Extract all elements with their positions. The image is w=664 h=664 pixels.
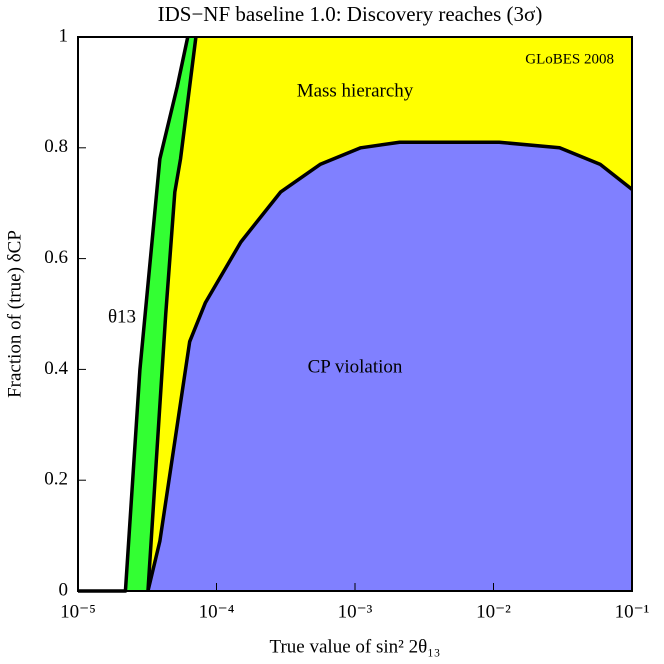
chart-title: IDS−NF baseline 1.0: Discovery reaches (…	[158, 2, 543, 26]
area-boundary	[146, 140, 634, 592]
y-tick-label: 0.2	[44, 469, 68, 490]
y-tick-label: 0.8	[44, 136, 68, 157]
series-label: CP violation	[308, 356, 403, 377]
area-boundary	[146, 36, 198, 592]
x-tick-label: 10⁻³	[338, 601, 373, 622]
series-label: Mass hierarchy	[297, 80, 414, 101]
y-axis-label: Fraction of (true) δCP	[4, 230, 25, 398]
y-tick-label: 0.6	[44, 247, 68, 268]
annotation: GLoBES 2008	[525, 51, 614, 67]
y-tick-label: 0.4	[44, 358, 68, 379]
area-fill	[147, 142, 633, 591]
x-tick-label: 10⁻⁴	[199, 601, 235, 622]
series-label: θ13	[108, 306, 136, 327]
y-tick-label: 1	[59, 25, 69, 46]
x-tick-label: 10⁻¹	[615, 601, 650, 622]
plot-area	[78, 36, 634, 593]
y-tick-label: 0	[59, 579, 69, 600]
x-axis-label: True value of sin² 2θ₁₃	[270, 636, 441, 657]
x-tick-label: 10⁻⁵	[60, 601, 96, 622]
x-tick-label: 10⁻²	[476, 601, 511, 622]
